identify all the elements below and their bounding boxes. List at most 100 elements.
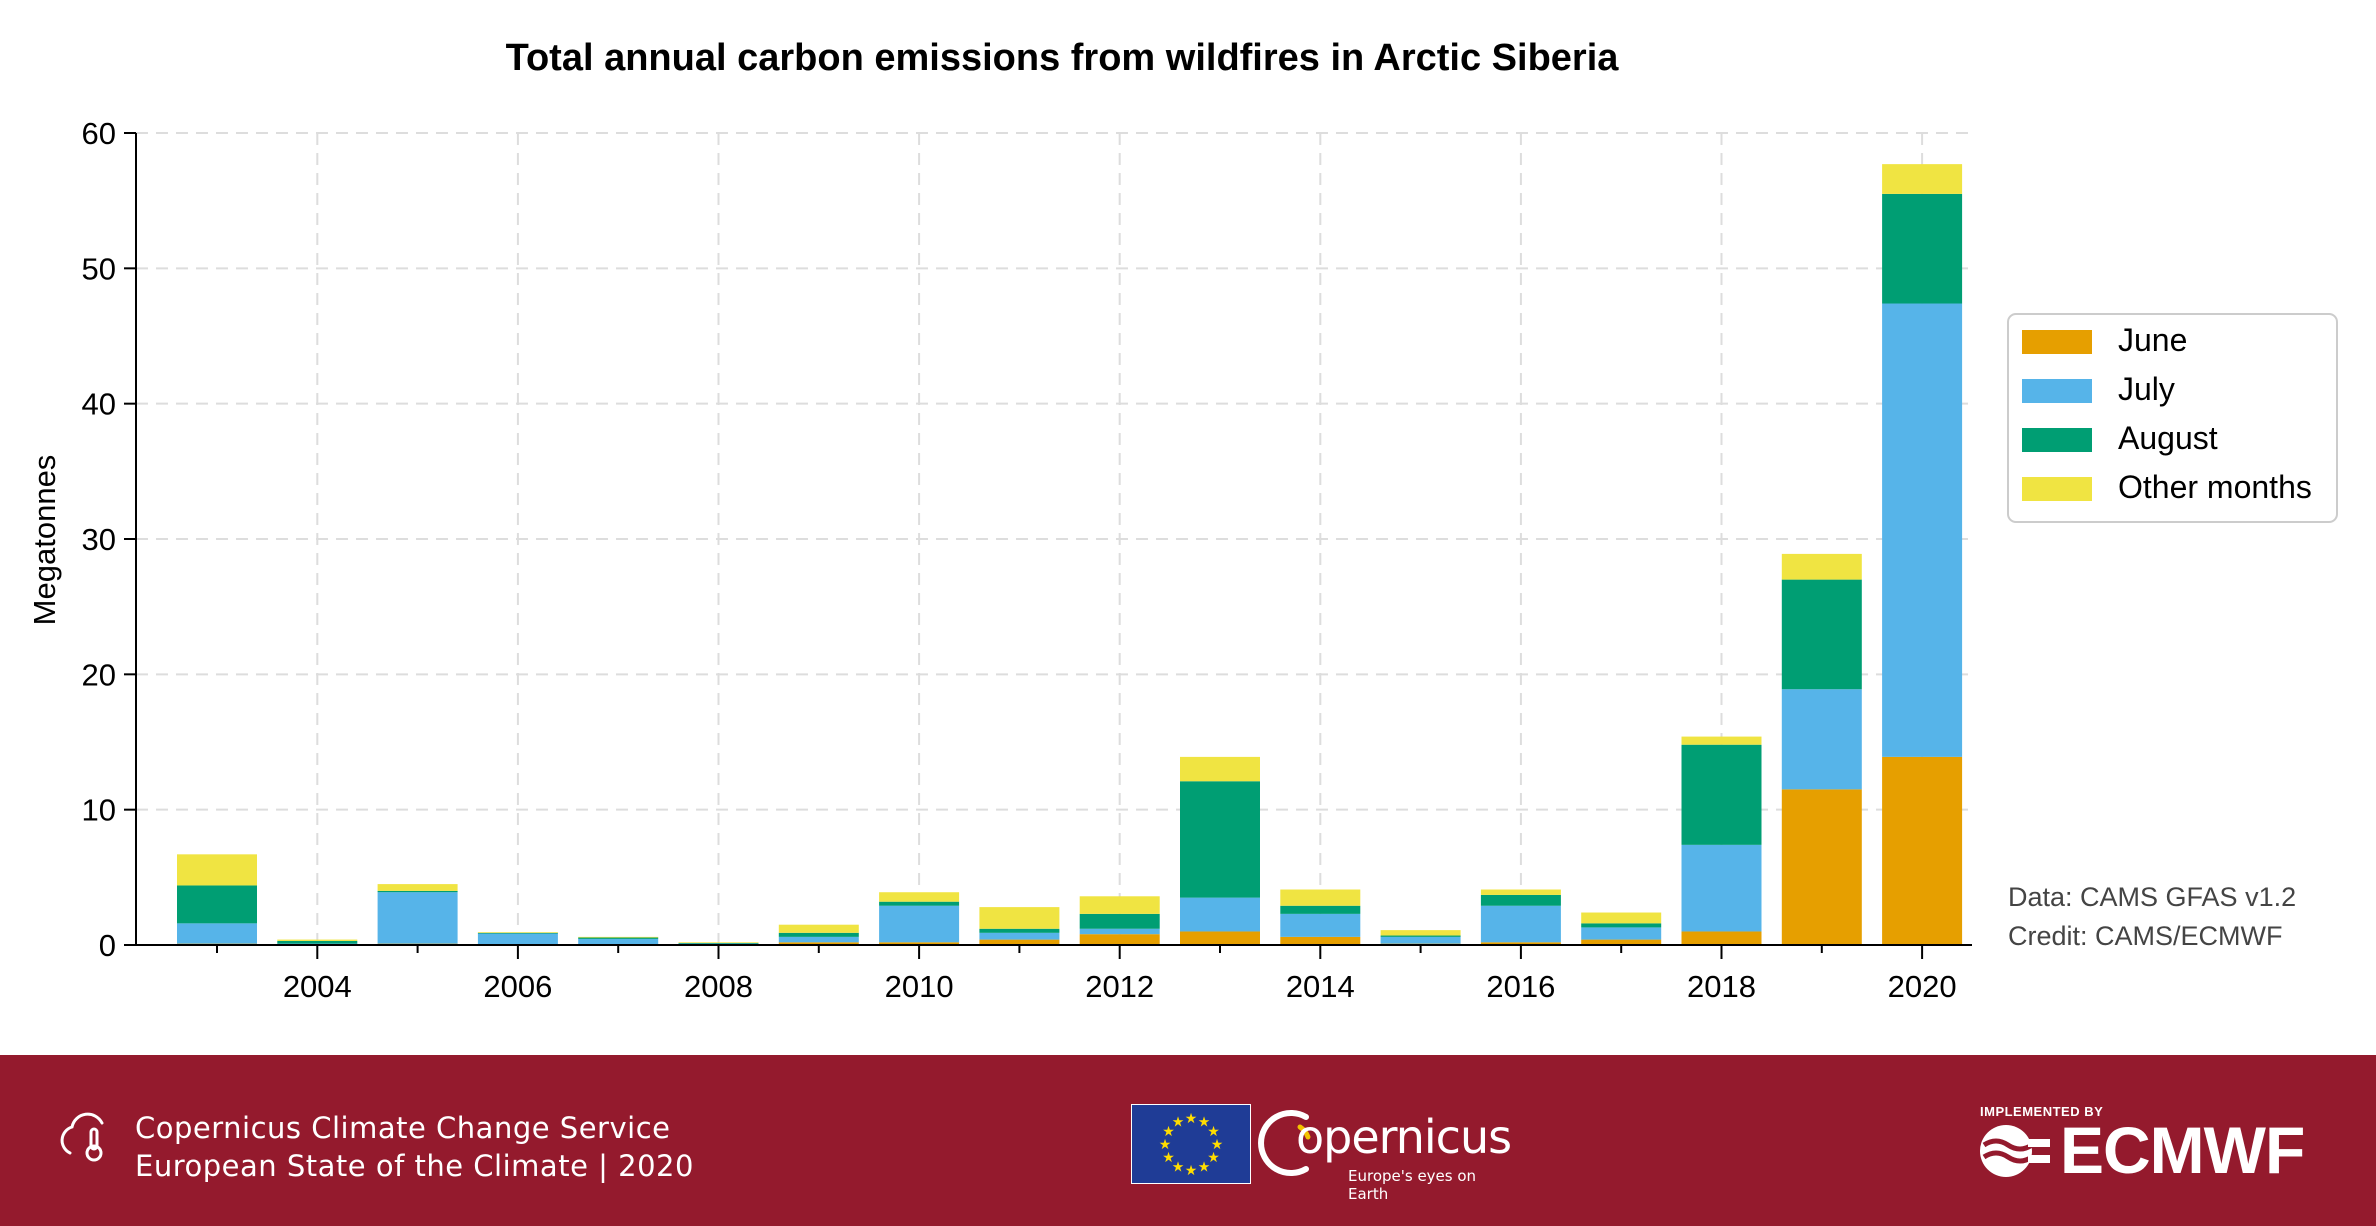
bar-segment: [678, 943, 759, 945]
bar-segment: [1380, 936, 1461, 944]
bar-segment: [1180, 781, 1260, 898]
x-tick-label: 2008: [684, 969, 753, 1004]
bar-segment: [1380, 930, 1461, 936]
legend-label: June: [2118, 322, 2187, 358]
bar-segment: [778, 932, 859, 937]
bar-segment: [879, 905, 960, 943]
eu-star-icon: ★: [1198, 1114, 1211, 1130]
bar-segment: [979, 907, 1060, 929]
legend-swatch: [2022, 379, 2092, 403]
bar-segment: [377, 892, 458, 944]
bar-segment: [1180, 897, 1260, 932]
bar-segment: [277, 939, 358, 941]
bar-segment: [778, 936, 859, 943]
eu-star-icon: ★: [1172, 1160, 1185, 1176]
bar-segment: [1882, 164, 1963, 194]
y-tick-label: 60: [82, 116, 116, 151]
bar-segment: [1882, 756, 1963, 945]
y-tick-label: 50: [82, 251, 116, 286]
y-tick-label: 30: [82, 522, 116, 557]
legend-swatch: [2022, 330, 2092, 354]
bar-segment: [979, 939, 1060, 945]
eu-star-icon: ★: [1198, 1160, 1211, 1176]
bar-segment: [1480, 942, 1561, 945]
legend-label: July: [2118, 371, 2175, 407]
bar-segment: [1280, 905, 1361, 914]
ecmwf-wave-icon: [1980, 1125, 2050, 1177]
bar-segment: [1781, 553, 1862, 580]
bar-segment: [678, 942, 759, 944]
bar-segment: [979, 932, 1060, 940]
bar-segment: [477, 932, 558, 933]
bar-segment: [778, 924, 859, 933]
service-name: Copernicus Climate Change Service: [135, 1111, 671, 1145]
bar-segment: [177, 885, 257, 924]
bar-segment: [1079, 913, 1160, 929]
eu-star-icon: ★: [1162, 1150, 1175, 1166]
eu-star-icon: ★: [1207, 1150, 1220, 1166]
bar-segment: [879, 942, 960, 945]
bar-segment: [1681, 931, 1762, 945]
eu-star-icon: ★: [1162, 1124, 1175, 1140]
bar-segment: [578, 937, 659, 939]
copernicus-c-icon: [1258, 1110, 1311, 1176]
bar-segment: [1781, 789, 1862, 945]
x-tick-label: 2014: [1286, 969, 1355, 1004]
eu-flag-icon: ★★★★★★★★★ ★ ★★: [1131, 1104, 1251, 1184]
bar-segment: [1180, 756, 1260, 782]
bar-segment: [678, 942, 759, 943]
eu-star-icon: ★: [1172, 1114, 1185, 1130]
legend-swatch: [2022, 477, 2092, 501]
bar-segment: [1681, 744, 1762, 845]
bar-segment: [1581, 939, 1662, 945]
legend-swatch: [2022, 428, 2092, 452]
bar-segment: [879, 901, 960, 906]
bar-segment: [1480, 894, 1561, 906]
credit-note: Credit: CAMS/ECMWF: [2008, 921, 2283, 951]
bar-segment: [778, 942, 859, 945]
ecmwf-name: ECMWF: [2060, 1113, 2305, 1187]
bar-segment: [1581, 927, 1662, 940]
bar-segment: [1280, 889, 1361, 906]
copernicus-logo: opernicus Europe's eyes on Earth: [1256, 1103, 1512, 1203]
bar-segment: [477, 933, 558, 945]
bar-segment: [1079, 928, 1160, 935]
bar-segment: [1079, 934, 1160, 945]
x-tick-label: 2016: [1486, 969, 1555, 1004]
bar-segment: [1079, 896, 1160, 914]
eu-star-icon: ★: [1207, 1124, 1220, 1140]
implemented-by-label: IMPLEMENTED BY: [1980, 1104, 2104, 1119]
bar-segment: [277, 940, 358, 944]
bar-segment: [377, 884, 458, 891]
c3s-text-block: Copernicus Climate Change Service Europe…: [135, 1109, 694, 1185]
bar-segment: [1781, 689, 1862, 790]
y-tick-label: 40: [82, 387, 116, 422]
data-source-note: Data: CAMS GFAS v1.2: [2008, 882, 2296, 912]
bar-segment: [1581, 912, 1662, 924]
bar-segment: [879, 892, 960, 902]
bar-segment: [1380, 935, 1461, 937]
report-name: European State of the Climate | 2020: [135, 1149, 694, 1183]
bar-segment: [277, 943, 358, 945]
x-tick-label: 2006: [483, 969, 552, 1004]
bar-segment: [1781, 579, 1862, 690]
x-tick-label: 2018: [1687, 969, 1756, 1004]
bar-segment: [377, 890, 458, 893]
bar-segment: [1882, 193, 1963, 304]
eu-star-icon: ★: [1185, 1163, 1198, 1179]
eu-star-icon: ★: [1185, 1111, 1198, 1127]
x-tick-label: 2004: [283, 969, 352, 1004]
eu-star-icon: ★: [1211, 1137, 1224, 1153]
bar-segment: [1681, 736, 1762, 745]
legend: June July August Other months: [2007, 313, 2338, 523]
x-tick-label: 2012: [1085, 969, 1154, 1004]
eu-star-icon: ★: [1159, 1137, 1172, 1153]
x-tick-label: 2020: [1888, 969, 1957, 1004]
bar-segment: [1180, 931, 1260, 945]
bar-segment: [177, 923, 257, 944]
chart: Total annual carbon emissions from wildf…: [27, 37, 2338, 1004]
legend-box: [2007, 313, 2338, 523]
bar-segment: [1882, 303, 1963, 757]
copernicus-name: opernicus: [1296, 1110, 1512, 1164]
bar-segment: [477, 932, 558, 934]
